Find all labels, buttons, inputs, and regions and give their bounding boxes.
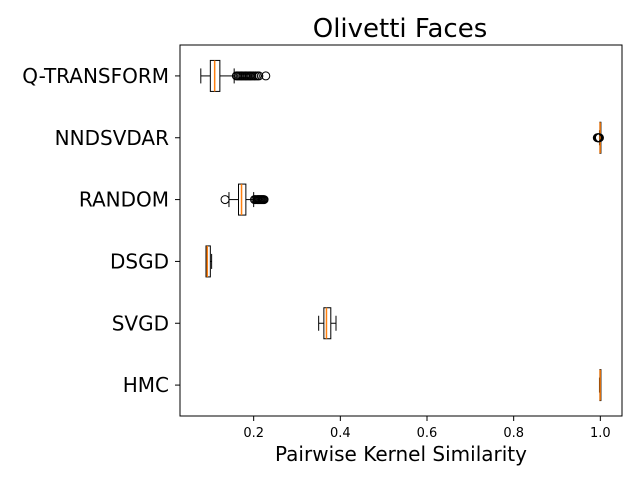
box-group — [318, 307, 337, 340]
box-group — [220, 183, 269, 216]
y-tick-label: SVGD — [112, 311, 169, 335]
x-axis-label: Pairwise Kernel Similarity — [275, 442, 527, 466]
x-tick-label: 0.4 — [330, 426, 351, 441]
x-tick-label: 0.6 — [417, 426, 438, 441]
outlier-point — [594, 133, 604, 143]
axes-frame — [179, 44, 623, 417]
y-axis: HMC SVGD DSGD RANDOM NNDSVDAR Q-TRANSFORM — [22, 64, 180, 397]
box-group — [598, 369, 602, 402]
y-tick-label: HMC — [123, 373, 169, 397]
x-tick-label: 0.2 — [243, 426, 264, 441]
outlier-point — [259, 195, 269, 205]
box-iqr — [205, 245, 211, 278]
outlier-point — [261, 71, 271, 81]
box-group — [592, 121, 604, 154]
chart-title: Olivetti Faces — [313, 14, 488, 44]
y-tick-label: RANDOM — [79, 188, 169, 212]
x-axis: 0.2 0.4 0.6 0.8 1.0 — [243, 416, 611, 441]
outlier-point — [220, 195, 230, 205]
x-tick-label: 1.0 — [590, 426, 611, 441]
outlier-point — [254, 71, 264, 81]
y-tick-label: Q-TRANSFORM — [22, 64, 169, 88]
box-group — [200, 59, 271, 92]
box-iqr — [323, 307, 332, 340]
box-group — [205, 245, 213, 278]
x-tick-label: 0.8 — [503, 426, 524, 441]
plot-area — [200, 59, 604, 402]
y-tick-label: NNDSVDAR — [55, 126, 169, 150]
y-tick-label: DSGD — [110, 249, 169, 273]
